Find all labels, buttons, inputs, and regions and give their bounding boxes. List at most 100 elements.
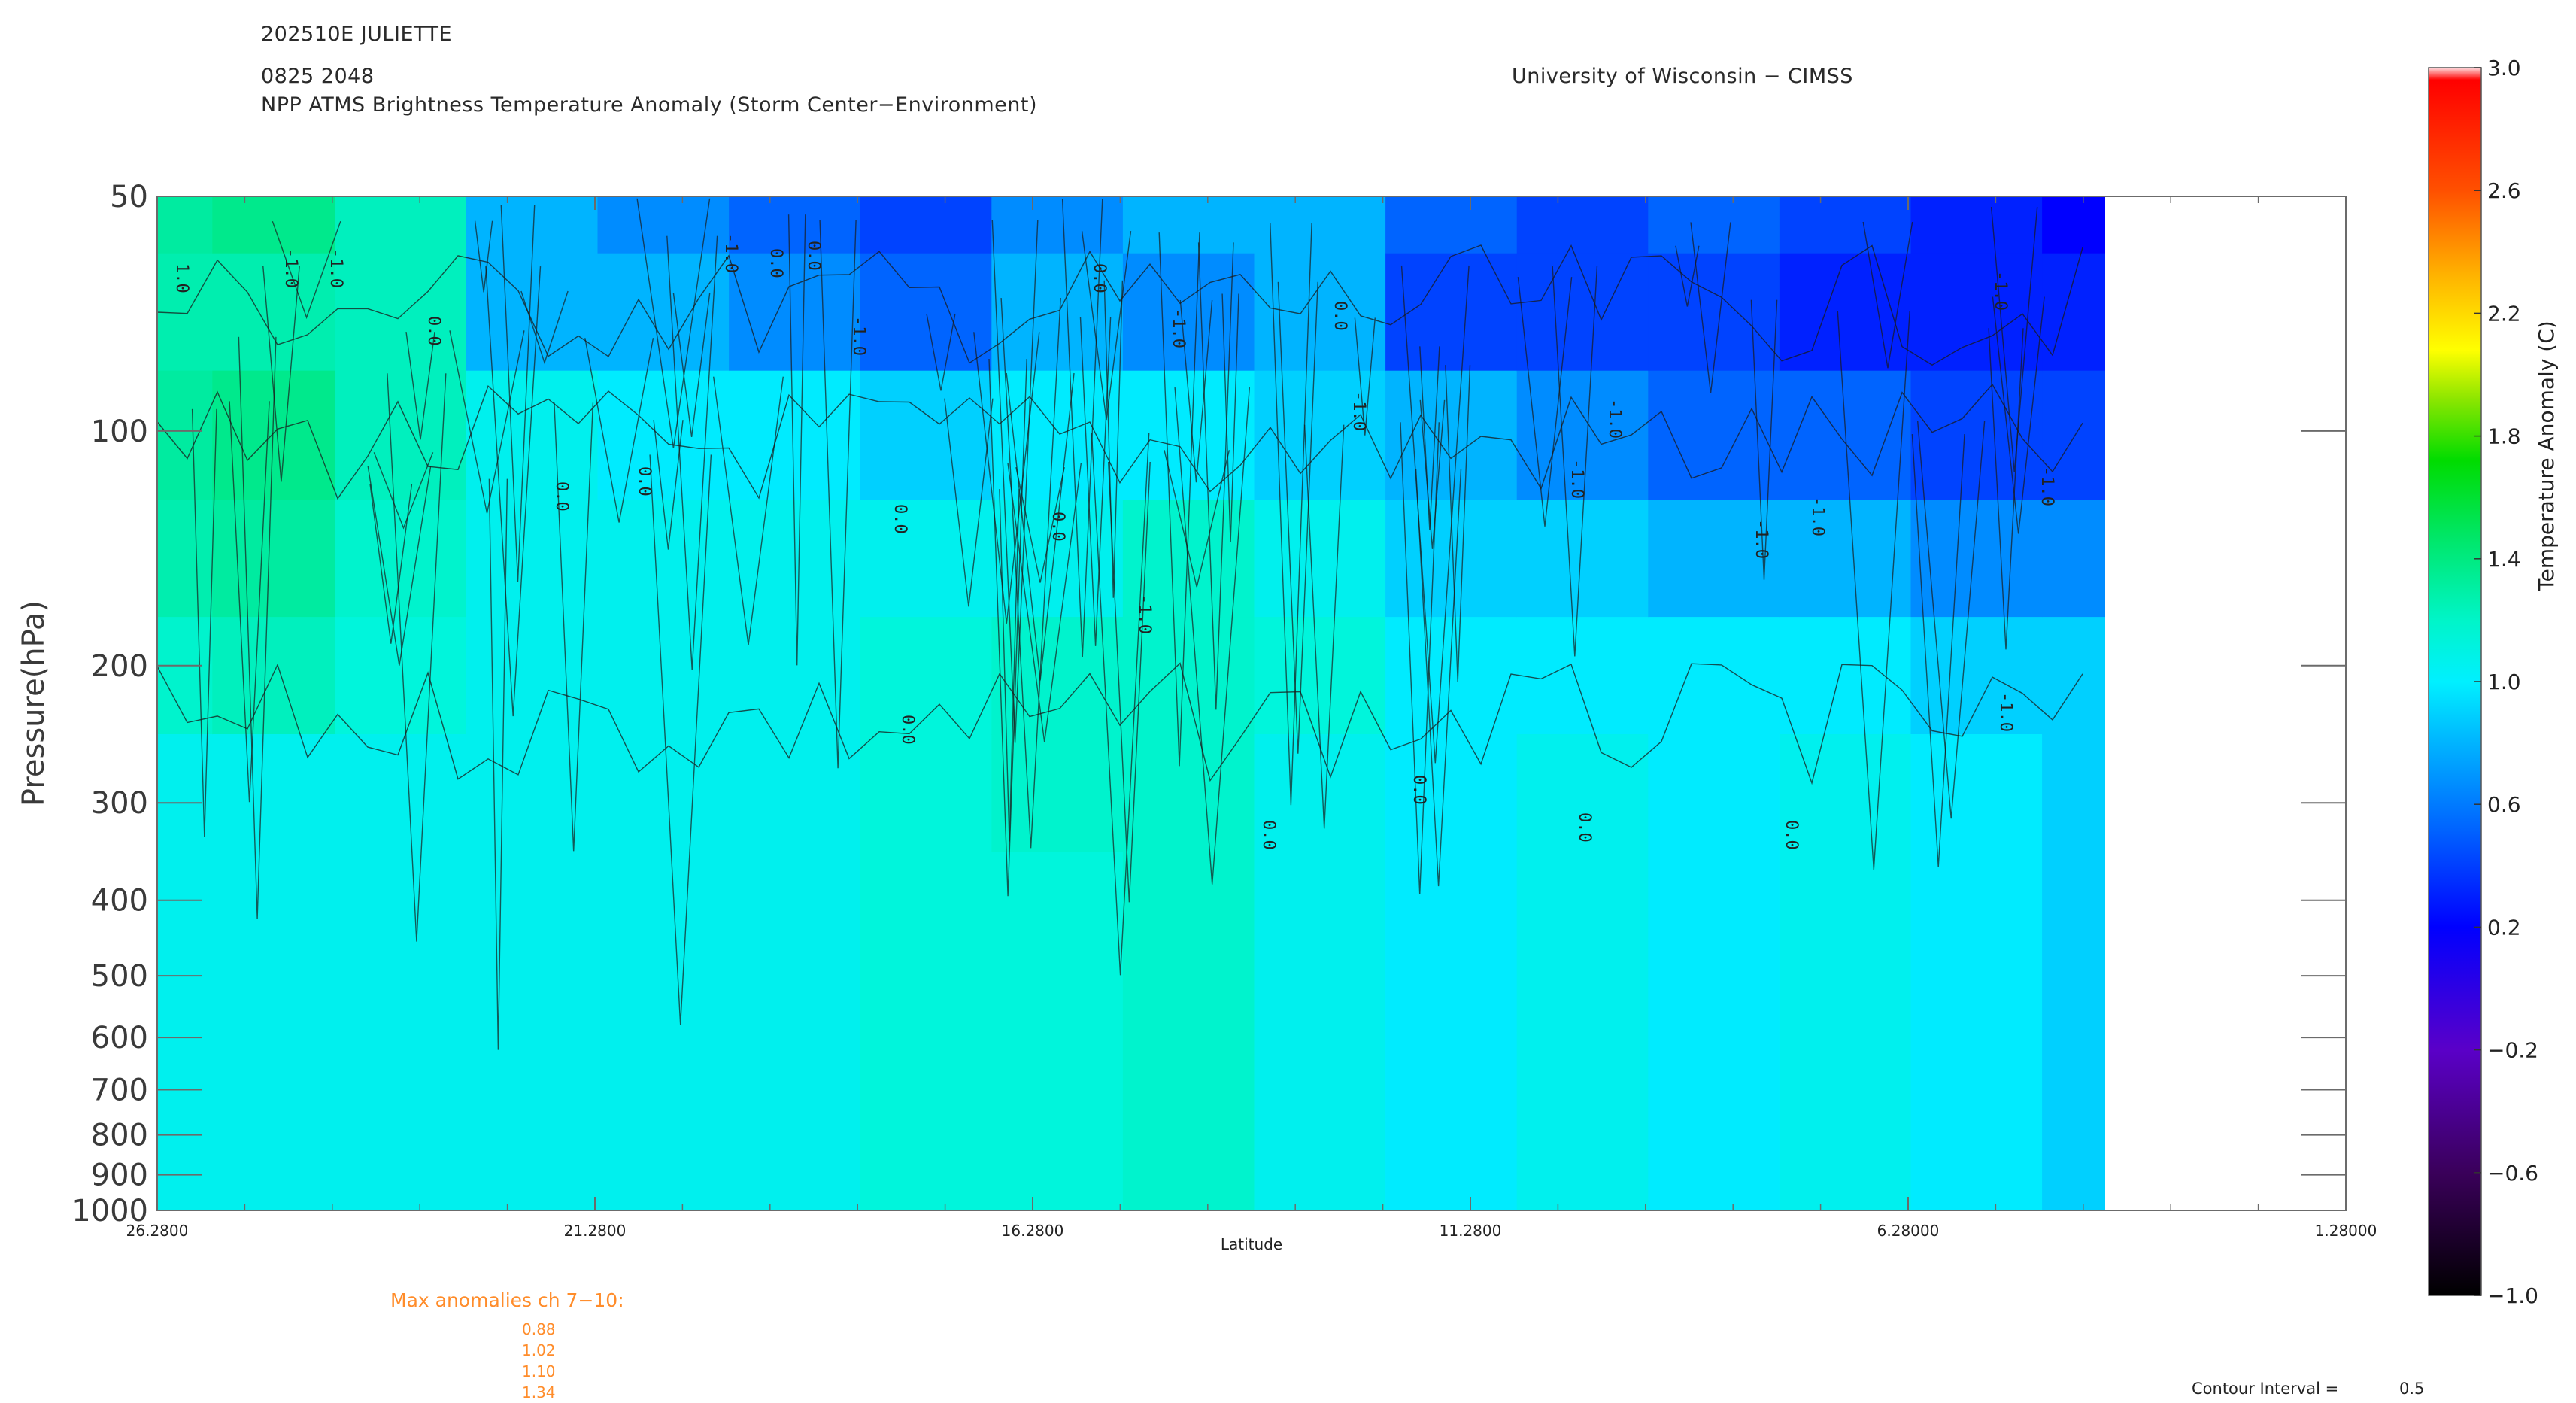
contour-label: 0.0	[1330, 301, 1349, 331]
heatmap-cell	[1254, 500, 1386, 618]
y-tick-label: 400	[91, 884, 148, 919]
contour-line	[1517, 277, 1573, 527]
heatmap-cell	[1516, 1032, 1649, 1123]
heatmap-cell	[597, 1032, 730, 1123]
contour-label: 0.0	[1259, 820, 1278, 850]
heatmap-cell	[1122, 1122, 1255, 1184]
heatmap-cell	[1516, 1122, 1649, 1184]
heatmap-cell	[729, 937, 861, 1034]
product-title: NPP ATMS Brightness Temperature Anomaly …	[261, 93, 1037, 117]
heatmap-cell	[860, 937, 993, 1034]
heatmap-cell	[1910, 370, 2043, 500]
contour-line	[1837, 311, 1910, 870]
heatmap-cell	[1254, 370, 1386, 500]
contour-line	[1174, 387, 1250, 885]
heatmap-cell	[597, 196, 730, 254]
heatmap-cell	[597, 500, 730, 618]
heatmap-cell	[597, 852, 730, 939]
heatmap-cell	[2042, 370, 2105, 500]
heatmap-cell	[335, 852, 467, 939]
heatmap-cell	[597, 1183, 730, 1210]
heatmap-cell	[2042, 196, 2105, 254]
contour-label: 0.0	[804, 241, 823, 271]
contour-line	[672, 293, 711, 437]
contour-line	[157, 662, 2083, 785]
contour-line	[1419, 399, 1446, 549]
colorbar-tick-label: 2.6	[2487, 178, 2521, 203]
colorbar-label: Temperature Anomaly (C)	[2534, 320, 2559, 591]
heatmap-cell	[1648, 1122, 1780, 1184]
heatmap-cell	[1122, 370, 1255, 500]
colorbar-tick-label: 1.8	[2487, 424, 2521, 449]
y-tick-label: 100	[91, 415, 148, 449]
heatmap-cell	[1648, 852, 1780, 939]
heatmap-cell	[1516, 617, 1649, 735]
heatmap-cell	[1516, 370, 1649, 500]
contour-line	[973, 332, 1040, 624]
colorbar-tick-label: 1.4	[2487, 547, 2521, 572]
heatmap-cell	[2042, 1122, 2105, 1184]
contour-label: -1.0	[326, 248, 345, 288]
heatmap-cell	[1779, 500, 1912, 618]
heatmap-cell	[1122, 937, 1255, 1034]
contour-line	[1179, 299, 1213, 483]
heatmap-cell	[335, 1032, 467, 1123]
colorbar-tick-label: 3.0	[2487, 56, 2521, 80]
heatmap-cell	[860, 1183, 993, 1210]
contour-line	[1917, 421, 1986, 819]
contour-line	[485, 266, 542, 717]
contour-line	[157, 383, 2083, 500]
heatmap-cell	[466, 1032, 599, 1123]
x-tick-label: 6.28000	[1877, 1222, 1940, 1240]
heatmap-cell	[991, 937, 1124, 1034]
heatmap-cell	[157, 617, 214, 735]
heatmap-cell	[991, 734, 1124, 852]
colorbar-tick-label: −0.6	[2487, 1161, 2538, 1186]
heatmap-cell	[335, 500, 467, 618]
y-tick-label: 600	[91, 1021, 148, 1055]
heatmap-cell	[991, 196, 1124, 254]
contour-line	[713, 376, 784, 645]
contour-label: 0.0	[898, 715, 917, 745]
heatmap-cell	[1648, 500, 1780, 618]
heatmap-cell	[1254, 617, 1386, 735]
heatmap-cell	[1385, 370, 1518, 500]
heatmap-cell	[597, 1122, 730, 1184]
heatmap-cell	[1385, 196, 1518, 254]
contour-line	[474, 220, 493, 293]
contour-line	[1690, 222, 1731, 393]
heatmap-cell	[1254, 1122, 1386, 1184]
contour-label: 0.0	[1048, 512, 1067, 542]
colorbar-tick-label: 0.2	[2487, 915, 2521, 940]
y-tick-label: 50	[110, 180, 148, 214]
contour-line	[367, 466, 432, 666]
heatmap-cell	[1516, 1183, 1649, 1210]
contour-label: -1.0	[1567, 459, 1586, 499]
heatmap-cell	[991, 617, 1124, 735]
heatmap-cell	[157, 1183, 214, 1210]
heatmap-cell	[466, 196, 599, 254]
heatmap-cell	[212, 1032, 336, 1123]
contour-line	[649, 454, 712, 1025]
heatmap-cell	[1385, 1122, 1518, 1184]
contour-line	[1675, 245, 1700, 307]
heatmap-cell	[860, 734, 993, 852]
contour-label: -1.0	[2037, 466, 2056, 506]
heatmap-cell	[1648, 937, 1780, 1034]
heatmap-cell	[729, 253, 861, 372]
heatmap-cell	[335, 1122, 467, 1184]
heatmap-cell	[466, 852, 599, 939]
heatmap-cell	[335, 937, 467, 1034]
heatmap-cell	[1648, 734, 1780, 852]
contour-line	[262, 266, 300, 482]
contour-label: -1.0	[281, 248, 300, 288]
heatmap-cell	[1254, 852, 1386, 939]
heatmap-cell	[2042, 852, 2105, 939]
y-tick-label: 300	[91, 786, 148, 821]
contour-label: 1.0	[172, 263, 191, 293]
contour-label: -1.0	[1349, 391, 1368, 431]
contour-line	[666, 235, 718, 670]
heatmap-cell	[597, 937, 730, 1034]
contour-line	[819, 220, 857, 769]
colorbar-tick-label: −0.2	[2487, 1038, 2538, 1063]
